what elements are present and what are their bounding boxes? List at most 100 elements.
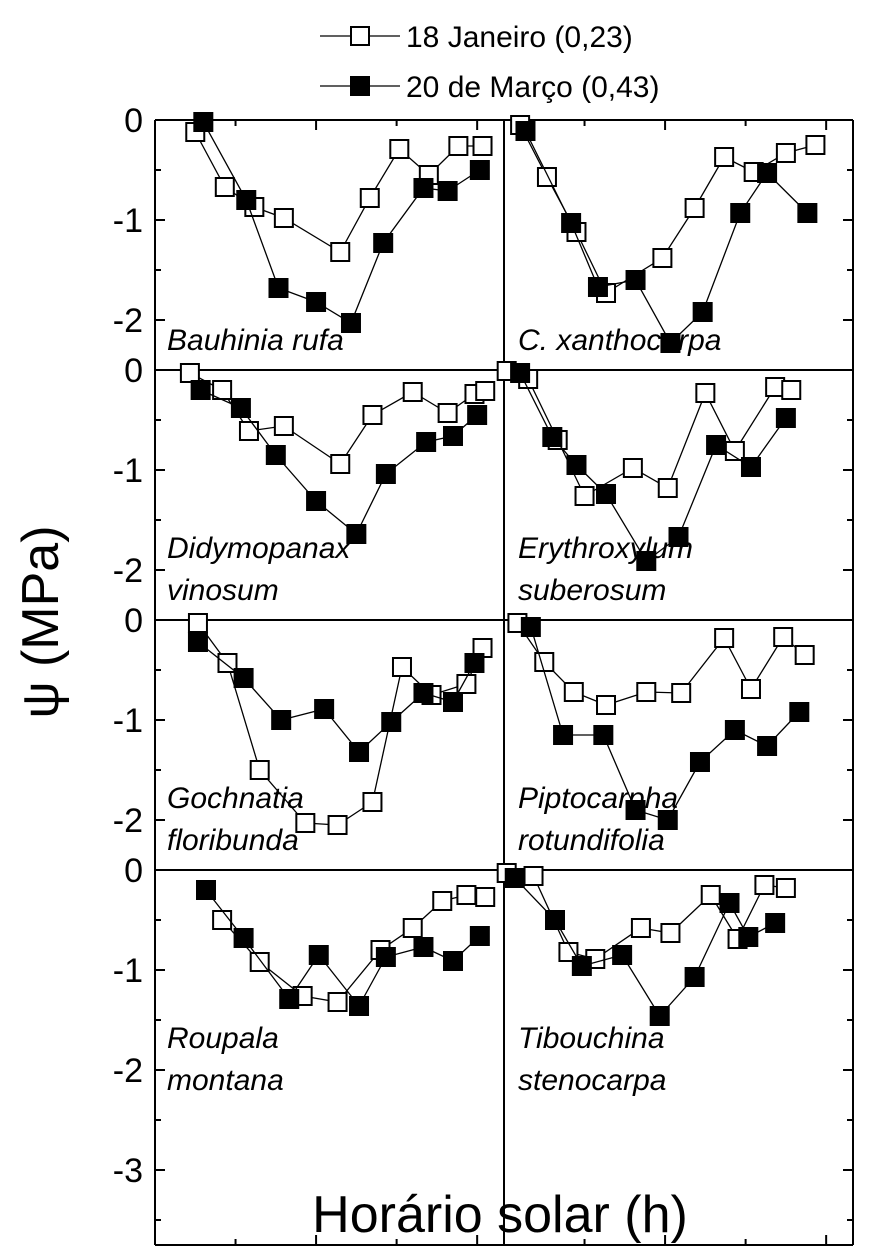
y-tick-label: 0 (124, 102, 143, 140)
series-jan-point (775, 878, 796, 898)
series-mar-point (719, 893, 740, 913)
series-mar-point (279, 989, 300, 1009)
series-mar-point (306, 491, 327, 511)
series-jan-point (652, 248, 673, 268)
series-jan-point (295, 813, 316, 833)
series-mar-point (413, 178, 434, 198)
series-jan-point (781, 380, 802, 400)
series-jan-point (212, 910, 233, 930)
series-jan-point (714, 628, 735, 648)
series-mar-point (625, 270, 646, 290)
y-tick-label: -2 (113, 1052, 143, 1090)
series-mar-point (268, 278, 289, 298)
series-jan-point (754, 875, 775, 895)
series-mar-point (373, 233, 394, 253)
species-label: stenocarpa (518, 1064, 666, 1097)
series-mar-point (381, 712, 402, 732)
series-mar-point (187, 632, 208, 652)
series-jan-point (622, 458, 643, 478)
species-label: suberosum (518, 574, 666, 607)
y-tick-label: -2 (113, 552, 143, 590)
series-jan-point (273, 208, 294, 228)
series-jan-point (179, 363, 200, 383)
series-mar-point (416, 432, 437, 452)
series-mar-point (375, 464, 396, 484)
series-mar-point (596, 484, 617, 504)
series-mar-point (542, 427, 563, 447)
series-mar-point (724, 720, 745, 740)
series-jan-point (773, 627, 794, 647)
series-mar-point (636, 551, 657, 571)
series-jan-point (775, 143, 796, 163)
plot-area: Bauhinia rufa C. xanthocarpa Didymopanax vi… (167, 112, 826, 1097)
series-mar-point (467, 405, 488, 425)
series-jan-point (238, 421, 259, 441)
series-mar-point (346, 524, 367, 544)
series-jan-point (630, 918, 651, 938)
series-jan-point (391, 657, 412, 677)
series-mar-point (469, 926, 490, 946)
species-label: Didymopanax (167, 532, 351, 565)
series-jan-point (805, 135, 826, 155)
series-jan-point (636, 682, 657, 702)
series-jan-point (362, 405, 383, 425)
series-jan-point (695, 383, 716, 403)
species-label: Gochnatia (167, 782, 304, 815)
series-jan-point (214, 177, 235, 197)
series-mar-point (660, 333, 681, 353)
species-label: rotundifolia (518, 824, 665, 857)
series-jan-point (217, 653, 238, 673)
series-mar-point (520, 617, 541, 637)
series-mar-point (612, 945, 633, 965)
species-label: Roupala (167, 1022, 279, 1055)
series-mar-point (571, 956, 592, 976)
series-jan-point (740, 679, 761, 699)
series-jan-point (448, 136, 469, 156)
series-jan-point (249, 760, 270, 780)
series-mar-point (349, 742, 370, 762)
series-jan-point (794, 645, 815, 665)
series-mar-point (230, 398, 251, 418)
series-jan-point (362, 792, 383, 812)
series-mar-point (375, 947, 396, 967)
series-jan-point (671, 683, 692, 703)
species-label: vinosum (167, 574, 279, 607)
series-mar-point (413, 937, 434, 957)
series-jan-point (475, 887, 496, 907)
series-jan-point (574, 486, 595, 506)
series-jan-point (402, 382, 423, 402)
series-mar-point (587, 277, 608, 297)
y-tick-label: -2 (113, 302, 143, 340)
species-label: montana (167, 1064, 284, 1097)
species-label: Piptocarpha (518, 782, 678, 815)
series-jan-point (596, 695, 617, 715)
series-mar-point (515, 121, 536, 141)
series-jan-point (660, 923, 681, 943)
series-mar-point (545, 910, 566, 930)
series-mar-point (730, 203, 751, 223)
x-axis-label: Horário solar (h) (312, 1186, 688, 1244)
series-mar-point (510, 363, 531, 383)
series-jan-point (187, 613, 208, 633)
series-mar-point (442, 426, 463, 446)
series-jan-point (327, 992, 348, 1012)
series-mar-point (265, 445, 286, 465)
series-mar-point (442, 692, 463, 712)
series-mar-point (504, 868, 525, 888)
y-tick-label: -3 (113, 1152, 143, 1190)
series-mar-point (413, 683, 434, 703)
series-mar-point (308, 945, 329, 965)
legend-marker (350, 26, 370, 46)
series-mar-point (464, 653, 485, 673)
legend-label: 20 de Março (0,43) (406, 71, 659, 104)
species-label: Tibouchina (518, 1022, 665, 1055)
series-jan-point (684, 198, 705, 218)
series-jan-point (456, 885, 477, 905)
series-mar-point (706, 435, 727, 455)
series-jan-point (714, 147, 735, 167)
series-mar-point (437, 181, 458, 201)
series-mar-point (765, 913, 786, 933)
series-jan-point (523, 866, 544, 886)
series-jan-point (475, 381, 496, 401)
